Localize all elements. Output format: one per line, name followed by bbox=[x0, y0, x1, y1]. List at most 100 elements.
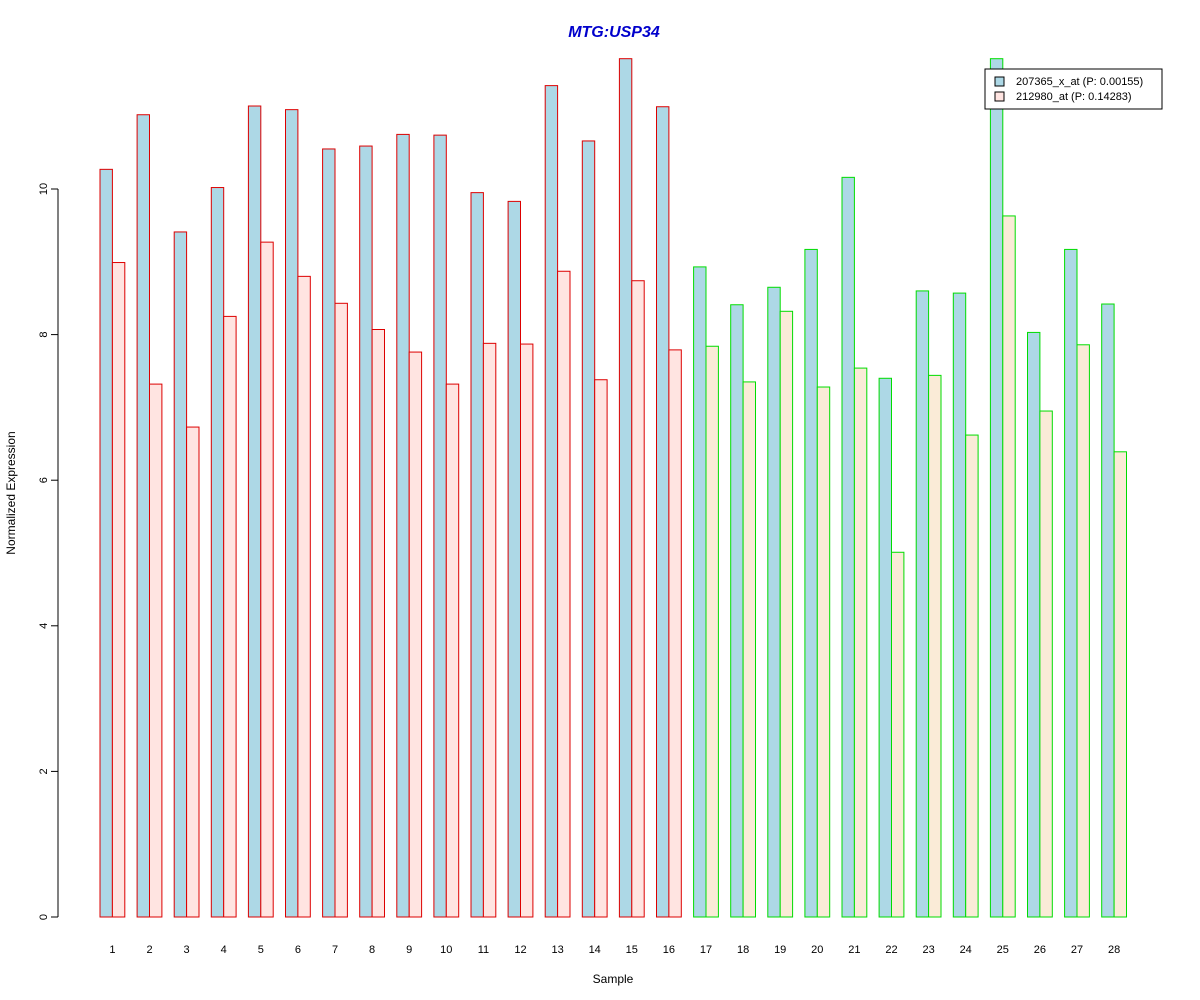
bar-sample-12-series-2 bbox=[520, 343, 534, 918]
bar-sample-10-series-2 bbox=[445, 383, 460, 918]
bar-sample-13-series-2 bbox=[557, 270, 571, 918]
bar-sample-22-series-1 bbox=[878, 377, 892, 918]
x-tick-label: 27 bbox=[1071, 944, 1083, 956]
x-axis-title: Sample bbox=[593, 972, 634, 986]
x-tick-label: 11 bbox=[478, 944, 489, 956]
legend-box bbox=[984, 68, 1163, 110]
x-tick-label: 22 bbox=[885, 944, 897, 956]
y-tick-label: 4 bbox=[38, 623, 50, 629]
bar-sample-21-series-2 bbox=[853, 367, 868, 918]
bar-sample-28-series-1 bbox=[1101, 303, 1115, 918]
bar-sample-13-series-1 bbox=[544, 85, 559, 918]
x-tick-label: 17 bbox=[700, 944, 712, 956]
x-tick-label: 13 bbox=[551, 944, 563, 956]
bar-sample-6-series-2 bbox=[297, 275, 311, 918]
legend-swatch-series-1 bbox=[994, 76, 1005, 87]
x-tick-label: 3 bbox=[184, 944, 190, 956]
bar-sample-3-series-1 bbox=[173, 231, 188, 918]
x-tick-label: 20 bbox=[811, 944, 823, 956]
bar-sample-8-series-1 bbox=[359, 145, 373, 918]
bar-sample-20-series-1 bbox=[804, 248, 818, 918]
bars-group bbox=[99, 58, 1127, 918]
y-tick-label: 0 bbox=[38, 914, 50, 920]
y-axis: 0 2 4 6 8 10 bbox=[38, 183, 59, 920]
x-tick-label: 9 bbox=[406, 944, 412, 956]
bar-sample-4-series-1 bbox=[210, 187, 225, 918]
x-tick-label: 15 bbox=[626, 944, 638, 956]
bar-sample-11-series-1 bbox=[470, 192, 484, 918]
x-tick-label: 10 bbox=[440, 944, 452, 956]
chart-title: MTG:USP34 bbox=[568, 24, 660, 41]
x-tick-label: 24 bbox=[960, 944, 972, 956]
bar-sample-16-series-1 bbox=[656, 106, 670, 918]
x-tick-label: 26 bbox=[1034, 944, 1046, 956]
bar-sample-19-series-1 bbox=[767, 286, 781, 918]
bar-sample-2-series-2 bbox=[149, 383, 163, 918]
bar-sample-28-series-2 bbox=[1113, 451, 1127, 918]
x-tick-label: 21 bbox=[848, 944, 860, 956]
bar-sample-25-series-2 bbox=[1002, 215, 1016, 918]
bar-sample-25-series-1 bbox=[989, 58, 1004, 918]
bar-sample-23-series-2 bbox=[928, 374, 942, 918]
x-tick-label: 25 bbox=[997, 944, 1009, 956]
bar-sample-2-series-1 bbox=[136, 114, 151, 918]
bar-sample-14-series-2 bbox=[594, 379, 608, 918]
y-tick-label: 10 bbox=[38, 183, 50, 195]
x-tick-label: 4 bbox=[221, 944, 227, 956]
bar-sample-23-series-1 bbox=[915, 290, 930, 918]
bar-sample-26-series-1 bbox=[1027, 331, 1041, 918]
bar-sample-11-series-2 bbox=[482, 342, 497, 918]
legend-swatch-series-2 bbox=[994, 91, 1005, 102]
bar-sample-5-series-2 bbox=[260, 241, 274, 918]
x-tick-label: 1 bbox=[109, 944, 115, 956]
bar-sample-17-series-1 bbox=[693, 266, 707, 918]
bar-sample-24-series-1 bbox=[952, 292, 967, 918]
bar-sample-6-series-1 bbox=[285, 109, 299, 918]
x-tick-label: 6 bbox=[295, 944, 301, 956]
bar-sample-26-series-2 bbox=[1039, 410, 1053, 918]
bar-sample-17-series-2 bbox=[705, 345, 719, 918]
bar-sample-3-series-2 bbox=[186, 426, 200, 918]
bar-sample-21-series-1 bbox=[841, 176, 855, 918]
bar-sample-9-series-2 bbox=[408, 351, 423, 918]
x-tick-label: 18 bbox=[737, 944, 749, 956]
bar-sample-20-series-2 bbox=[816, 386, 831, 918]
bar-sample-9-series-1 bbox=[396, 133, 410, 918]
bar-sample-27-series-1 bbox=[1064, 248, 1078, 918]
y-tick-label: 6 bbox=[38, 477, 50, 483]
bar-sample-18-series-1 bbox=[730, 304, 744, 918]
bar-sample-15-series-1 bbox=[618, 58, 633, 918]
bar-sample-5-series-1 bbox=[247, 105, 262, 918]
bar-sample-15-series-2 bbox=[631, 280, 645, 918]
x-tick-label: 8 bbox=[369, 944, 375, 956]
bar-sample-27-series-2 bbox=[1076, 344, 1090, 918]
x-tick-label: 14 bbox=[589, 944, 601, 956]
x-tick-labels: 1 2 3 4 5 6 7 8 9 10 11 12 13 14 15 16 17 18 19 20 21 22 23 24 2… bbox=[109, 944, 1120, 956]
bar-sample-4-series-2 bbox=[223, 315, 237, 918]
bar-sample-1-series-2 bbox=[111, 262, 126, 918]
bar-sample-24-series-2 bbox=[965, 434, 979, 918]
x-tick-label: 16 bbox=[663, 944, 675, 956]
bar-sample-8-series-2 bbox=[371, 329, 386, 918]
bar-sample-14-series-1 bbox=[581, 140, 596, 918]
x-tick-label: 5 bbox=[258, 944, 264, 956]
y-tick-label: 8 bbox=[38, 332, 50, 338]
x-tick-label: 28 bbox=[1108, 944, 1120, 956]
bar-sample-19-series-2 bbox=[779, 310, 794, 918]
bar-sample-18-series-2 bbox=[742, 381, 756, 918]
legend-label-series-2: 212980_at (P: 0.14283) bbox=[1016, 91, 1132, 103]
bar-sample-16-series-2 bbox=[668, 349, 682, 918]
x-tick-label: 7 bbox=[332, 944, 338, 956]
x-tick-label: 2 bbox=[146, 944, 152, 956]
bar-sample-7-series-1 bbox=[322, 148, 336, 918]
x-tick-label: 12 bbox=[514, 944, 526, 956]
bar-sample-7-series-2 bbox=[334, 302, 348, 918]
bar-sample-22-series-2 bbox=[891, 551, 905, 918]
legend-label-series-1: 207365_x_at (P: 0.00155) bbox=[1016, 76, 1143, 88]
y-axis-title: Normalized Expression bbox=[4, 431, 18, 554]
x-tick-label: 23 bbox=[922, 944, 934, 956]
bar-sample-12-series-1 bbox=[507, 200, 522, 918]
bar-sample-10-series-1 bbox=[433, 134, 447, 918]
legend: 207365_x_at (P: 0.00155) 212980_at (P: 0… bbox=[984, 68, 1163, 110]
